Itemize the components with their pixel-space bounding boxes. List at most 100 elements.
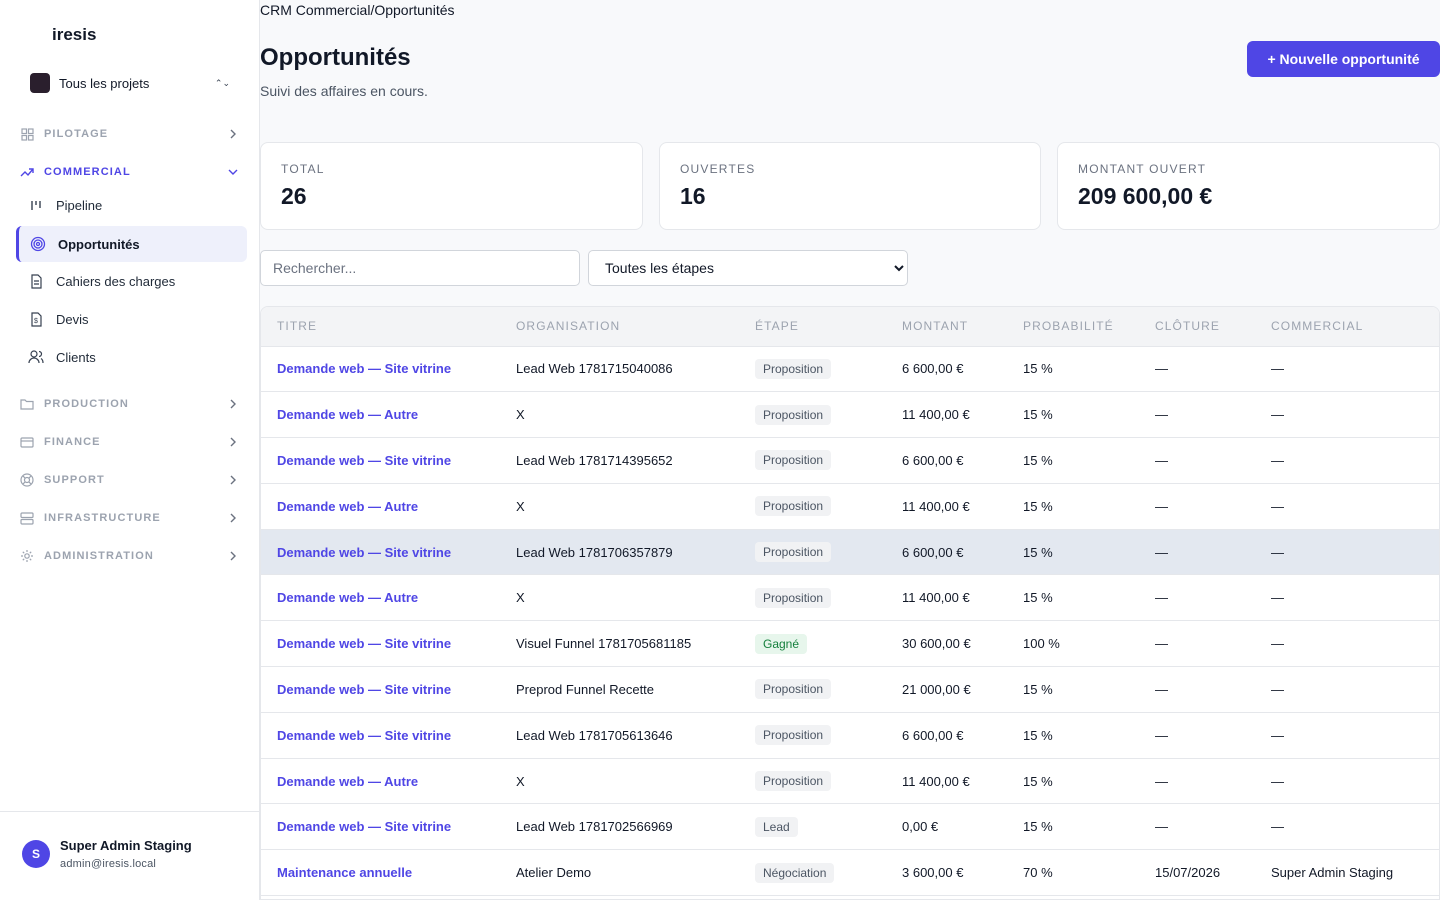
nav-section-administration[interactable]: ADMINISTRATION — [16, 543, 246, 569]
opportunity-title-link[interactable]: Demande web — Autre — [277, 498, 419, 514]
close-date-cell: — — [1155, 544, 1168, 560]
nav-section-label: PILOTAGE — [44, 128, 109, 140]
column-header-cloture[interactable]: CLÔTURE — [1139, 307, 1255, 347]
close-date-cell: — — [1155, 498, 1168, 514]
table-row[interactable]: Maintenance annuelle Atelier Demo Négociat… — [261, 850, 1439, 896]
user-name: Super Admin Staging — [60, 838, 192, 853]
column-header-titre[interactable]: TITRE — [261, 307, 500, 347]
project-selector[interactable]: Tous les projets ⌃⌄ — [20, 66, 240, 100]
close-date-cell: — — [1155, 636, 1168, 652]
probability-cell: 15 % — [1023, 452, 1053, 468]
table-row[interactable]: Demande web — Site vitrine Lead Web 17817… — [261, 804, 1439, 850]
sidebar-item-label: Devis — [56, 311, 89, 327]
chevron-right-icon — [226, 473, 240, 487]
stage-badge: Proposition — [755, 725, 832, 746]
table-row[interactable]: Demande web — Site vitrine Lead Web 17817… — [261, 346, 1439, 392]
nav-section-production[interactable]: PRODUCTION — [16, 391, 246, 417]
nav-section-label: INFRASTRUCTURE — [44, 512, 161, 524]
sidebar-item-pipeline[interactable]: Pipeline — [16, 187, 247, 223]
column-header-commercial[interactable]: COMMERCIAL — [1255, 307, 1439, 347]
close-date-cell: — — [1155, 361, 1168, 377]
nav-section-finance[interactable]: FINANCE — [16, 429, 246, 455]
nav-section-infrastructure[interactable]: INFRASTRUCTURE — [16, 505, 246, 531]
table-row[interactable]: Demande web — Site vitrine Lead Web 17817… — [261, 438, 1439, 484]
organisation-cell: Preprod Funnel Recette — [516, 681, 655, 697]
folder-icon — [20, 397, 34, 411]
users-icon — [28, 349, 44, 365]
nav-section-commercial[interactable]: COMMERCIAL — [16, 159, 246, 185]
sidebar-item-devis[interactable]: $ Devis — [16, 301, 247, 337]
probability-cell: 15 % — [1023, 407, 1053, 423]
table-row[interactable]: Demande web — Autre X Proposition 11 400,00… — [261, 483, 1439, 530]
column-header-montant[interactable]: MONTANT — [886, 307, 1007, 347]
nav-section-support[interactable]: SUPPORT — [16, 467, 246, 493]
nav-section-label: FINANCE — [44, 436, 101, 448]
column-header-probabilite[interactable]: PROBABILITÉ — [1007, 307, 1139, 347]
opportunity-title-link[interactable]: Demande web — Site vitrine — [277, 544, 452, 560]
table-row[interactable]: Demande web — Site vitrine Lead Web 17817… — [261, 529, 1439, 575]
sales-rep-cell: — — [1271, 544, 1284, 560]
stage-cell: Proposition — [739, 392, 886, 438]
amount-cell: 21 000,00 € — [902, 681, 971, 697]
stage-badge: Lead — [755, 816, 798, 837]
amount-cell: 11 400,00 € — [902, 773, 970, 789]
column-header-organisation[interactable]: ORGANISATION — [500, 307, 739, 347]
new-opportunity-button[interactable]: + Nouvelle opportunité — [1247, 41, 1440, 77]
organisation-cell: X — [516, 773, 525, 789]
search-input[interactable] — [260, 250, 580, 286]
chevron-right-icon — [226, 511, 240, 525]
stage-filter-select[interactable]: Toutes les étapes — [588, 250, 908, 286]
probability-cell: 15 % — [1023, 544, 1053, 560]
document-icon — [28, 273, 44, 289]
gear-icon — [20, 549, 34, 563]
table-row[interactable]: Demande web — Site vitrine Lead Web 17817… — [261, 712, 1439, 759]
svg-text:$: $ — [34, 318, 38, 325]
table-row[interactable]: Demande web — Site vitrine Visuel Funnel … — [261, 621, 1439, 667]
page-title: Opportunités — [260, 44, 411, 71]
organisation-cell: Visuel Funnel 1781705681185 — [516, 636, 692, 652]
nav-section-pilotage[interactable]: PILOTAGE — [16, 121, 246, 147]
stage-badge: Proposition — [755, 679, 832, 700]
table-row[interactable]: Demande web — Autre X Proposition 11 400,00… — [261, 758, 1439, 804]
amount-cell: 30 600,00 € — [902, 636, 971, 652]
user-profile[interactable]: S Super Admin Staging admin@iresis.local — [0, 811, 259, 900]
probability-cell: 100 % — [1023, 636, 1060, 652]
stage-cell: Proposition — [739, 712, 886, 758]
column-header-etape[interactable]: ÉTAPE — [739, 307, 886, 347]
stage-cell: Proposition — [739, 529, 886, 575]
page-subtitle: Suivi des affaires en cours. — [260, 83, 428, 99]
opportunity-title-link[interactable]: Demande web — Site vitrine — [277, 636, 452, 652]
stage-badge: Proposition — [755, 450, 832, 471]
opportunity-title-link[interactable]: Demande web — Autre — [277, 407, 419, 423]
opportunity-title-link[interactable]: Demande web — Site vitrine — [277, 681, 452, 697]
opportunity-title-link[interactable]: Demande web — Autre — [277, 590, 419, 606]
probability-cell: 15 % — [1023, 681, 1053, 697]
chevron-right-icon — [226, 549, 240, 563]
table-row[interactable]: Demande web — Site vitrine Preprod Funnel… — [261, 667, 1439, 713]
opportunity-title-link[interactable]: Demande web — Site vitrine — [277, 361, 452, 377]
opportunity-title-link[interactable]: Maintenance annuelle — [277, 865, 413, 881]
opportunity-title-link[interactable]: Demande web — Site vitrine — [277, 727, 452, 743]
organisation-cell: Lead Web 1781714395652 — [516, 452, 673, 468]
organisation-cell: X — [516, 407, 525, 423]
table-row[interactable]: Demande web — Autre X Proposition 11 400,00… — [261, 575, 1439, 621]
breadcrumb[interactable]: CRM Commercial/Opportunités — [260, 2, 455, 18]
stage-badge: Proposition — [755, 771, 832, 792]
amount-cell: 6 600,00 € — [902, 544, 964, 560]
lifebuoy-icon — [20, 473, 34, 487]
sidebar-item-cahiers-des-charges[interactable]: Cahiers des charges — [16, 263, 247, 299]
brand-logo[interactable]: iresis — [52, 25, 97, 44]
sidebar-item-opportunites[interactable]: Opportunités — [16, 226, 247, 262]
table-header-row: TITRE ORGANISATION ÉTAPE MONTANT PROBABI… — [261, 307, 1439, 347]
opportunity-title-link[interactable]: Demande web — Site vitrine — [277, 819, 452, 835]
opportunity-title-link[interactable]: Demande web — Autre — [277, 773, 419, 789]
project-avatar — [30, 73, 50, 93]
table-row[interactable]: Demande web — Autre X Proposition 11 400,00… — [261, 392, 1439, 438]
close-date-cell: — — [1155, 452, 1168, 468]
opportunity-title-link[interactable]: Demande web — Site vitrine — [277, 452, 452, 468]
stage-badge: Négociation — [755, 862, 835, 883]
sidebar-item-clients[interactable]: Clients — [16, 339, 247, 375]
sidebar-item-label: Opportunités — [58, 236, 140, 252]
close-date-cell: 15/07/2026 — [1155, 865, 1221, 881]
opportunities-table: TITRE ORGANISATION ÉTAPE MONTANT PROBABI… — [260, 306, 1440, 900]
